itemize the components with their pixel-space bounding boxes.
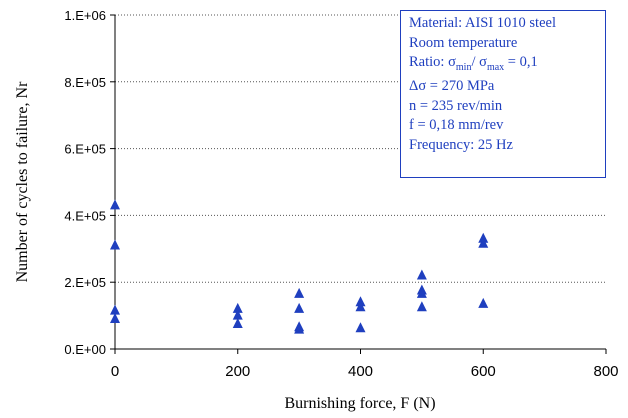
data-point <box>294 323 305 334</box>
legend-delta-sigma: Δσ = 270 MPa <box>409 78 495 95</box>
data-point <box>478 237 489 248</box>
x-tick-label: 200 <box>225 363 250 380</box>
y-tick-label: 4.E+05 <box>64 208 106 223</box>
data-point <box>294 302 305 313</box>
x-tick-labels: 0 200 400 600 800 <box>111 349 619 380</box>
data-point <box>478 297 489 308</box>
data-point <box>110 312 120 323</box>
data-point <box>355 322 366 333</box>
y-tick-label: 0.E+00 <box>64 342 106 357</box>
y-tick-label: 2.E+05 <box>64 275 106 290</box>
legend-material: Material: AISI 1010 steel <box>409 15 556 31</box>
data-point <box>416 269 427 280</box>
data-point <box>416 301 427 312</box>
y-tick-label: 1.E+06 <box>64 8 106 23</box>
legend-speed: n = 235 rev/min <box>409 97 503 114</box>
legend-feed: f = 0,18 mm/rev <box>409 117 504 134</box>
data-point <box>416 287 427 298</box>
data-point <box>110 304 120 315</box>
legend-ratio-prefix: Ratio: σ <box>409 54 456 70</box>
legend-ratio-sub-min: min <box>455 61 472 73</box>
data-point <box>478 232 489 243</box>
data-point <box>294 287 305 298</box>
y-tick-label: 6.E+05 <box>64 142 106 157</box>
data-point <box>355 301 366 312</box>
data-point <box>110 199 120 210</box>
legend-ratio: Ratio: σmin/ σmax = 0,1 <box>409 53 605 77</box>
legend-ratio-mid: / σ <box>471 54 487 70</box>
legend-temperature: Room temperature <box>409 34 518 51</box>
legend-frequency: Frequency: 25 Hz <box>409 136 513 153</box>
data-points <box>110 199 489 334</box>
data-point <box>232 302 243 313</box>
legend-ratio-suffix: = 0,1 <box>504 54 538 70</box>
y-tick-labels: 0.E+00 2.E+05 4.E+05 6.E+05 8.E+05 1.E+06 <box>64 8 115 357</box>
x-tick-label: 800 <box>593 363 618 380</box>
x-axis-title: Burnishing force, F (N) <box>284 395 435 412</box>
data-point <box>355 296 366 307</box>
legend-ratio-sub-max: max <box>486 61 505 73</box>
legend-box: Material: AISI 1010 steel Room temperatu… <box>400 10 606 178</box>
x-tick-label: 0 <box>111 363 119 380</box>
y-axis-title: Number of cycles to failure, Nr <box>14 81 31 282</box>
x-tick-label: 600 <box>471 363 496 380</box>
data-point <box>232 317 243 328</box>
data-point <box>110 239 120 250</box>
y-tick-label: 8.E+05 <box>64 75 106 90</box>
data-point <box>232 309 243 320</box>
x-tick-label: 400 <box>348 363 373 380</box>
grid-lines <box>115 14 606 283</box>
